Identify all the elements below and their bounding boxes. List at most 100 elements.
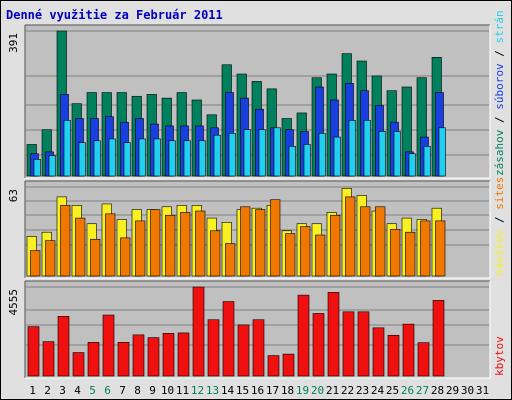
middle-panel-legend-part: návštev bbox=[493, 229, 506, 276]
x-tick-label: 16 bbox=[251, 384, 264, 397]
bar-hits bbox=[333, 136, 341, 177]
x-tick-label: 25 bbox=[386, 384, 399, 397]
x-tick-label: 29 bbox=[446, 384, 459, 397]
top-panel-legend-part: / bbox=[493, 50, 506, 57]
bar-hits bbox=[378, 131, 386, 177]
bar-hits bbox=[258, 129, 266, 177]
x-tick-label: 26 bbox=[401, 384, 414, 397]
bar-sites bbox=[435, 220, 446, 277]
bar-kbytes bbox=[372, 327, 385, 377]
middle-panel-legend: návštev / sites bbox=[493, 177, 506, 276]
bar-hits bbox=[108, 138, 116, 177]
bar-kbytes bbox=[42, 341, 55, 377]
x-tick-label: 3 bbox=[59, 384, 66, 397]
bar-kbytes bbox=[72, 352, 85, 377]
x-tick-label: 27 bbox=[416, 384, 429, 397]
bar-hits bbox=[153, 138, 161, 177]
x-tick-label: 31 bbox=[476, 384, 489, 397]
x-tick-label: 13 bbox=[206, 384, 219, 397]
bar-hits bbox=[213, 134, 221, 177]
bar-kbytes bbox=[87, 341, 100, 377]
bar-kbytes bbox=[237, 324, 250, 377]
bar-hits bbox=[33, 159, 41, 177]
bar-kbytes bbox=[432, 300, 445, 377]
bar-kbytes bbox=[207, 319, 220, 377]
x-tick-label: 23 bbox=[356, 384, 369, 397]
bar-sites bbox=[45, 240, 56, 277]
bar-hits bbox=[198, 140, 206, 177]
x-tick-label: 30 bbox=[461, 384, 474, 397]
bar-sites bbox=[120, 237, 131, 277]
middle-panel-legend-part: / bbox=[493, 216, 506, 223]
bar-kbytes bbox=[327, 292, 340, 377]
bar-kbytes bbox=[342, 311, 355, 377]
bar-hits bbox=[363, 120, 371, 177]
bar-sites bbox=[210, 230, 221, 277]
bar-kbytes bbox=[267, 355, 280, 377]
top-panel-legend-part: súborov bbox=[493, 63, 506, 110]
x-tick-label: 15 bbox=[236, 384, 249, 397]
x-tick-label: 11 bbox=[176, 384, 189, 397]
bar-hits bbox=[288, 146, 296, 177]
bar-sites bbox=[165, 214, 176, 277]
bar-hits bbox=[63, 120, 71, 177]
x-tick-label: 22 bbox=[341, 384, 354, 397]
bar-kbytes bbox=[132, 334, 145, 377]
x-tick-label: 12 bbox=[191, 384, 204, 397]
x-tick-label: 7 bbox=[119, 384, 126, 397]
bar-hits bbox=[243, 129, 251, 177]
bar-kbytes bbox=[102, 314, 115, 377]
bar-sites bbox=[375, 206, 386, 277]
bar-sites bbox=[75, 217, 86, 277]
bar-kbytes bbox=[297, 294, 310, 377]
bottom-panel-max-label: 4555 bbox=[7, 289, 20, 316]
bar-sites bbox=[345, 196, 356, 277]
bar-kbytes bbox=[387, 334, 400, 377]
bar-sites bbox=[420, 220, 431, 277]
top-panel-legend-part: strán bbox=[493, 10, 506, 43]
bar-kbytes bbox=[282, 353, 295, 377]
bar-sites bbox=[240, 206, 251, 277]
bar-hits bbox=[408, 153, 416, 177]
bar-hits bbox=[303, 144, 311, 177]
bar-sites bbox=[315, 234, 326, 277]
bar-hits bbox=[168, 140, 176, 177]
bar-kbytes bbox=[192, 286, 205, 377]
x-tick-label: 18 bbox=[281, 384, 294, 397]
bar-kbytes bbox=[162, 333, 175, 377]
bar-sites bbox=[255, 209, 266, 277]
bar-hits bbox=[183, 140, 191, 177]
bar-hits bbox=[228, 133, 236, 177]
x-tick-label: 17 bbox=[266, 384, 279, 397]
bar-kbytes bbox=[417, 342, 430, 377]
top-panel-legend-part: zásahov bbox=[493, 129, 506, 176]
bar-hits bbox=[138, 138, 146, 177]
top-panel-legend-part: / bbox=[493, 116, 506, 123]
bar-kbytes bbox=[27, 326, 40, 377]
bar-sites bbox=[285, 233, 296, 277]
x-tick-label: 5 bbox=[89, 384, 96, 397]
x-tick-label: 6 bbox=[104, 384, 111, 397]
bar-kbytes bbox=[312, 313, 325, 377]
bar-kbytes bbox=[357, 311, 370, 377]
bar-hits bbox=[273, 127, 281, 177]
bar-sites bbox=[180, 212, 191, 277]
x-tick-label: 28 bbox=[431, 384, 444, 397]
bar-sites bbox=[360, 206, 371, 277]
chart-title: Denné využitie za Február 2011 bbox=[6, 8, 223, 22]
bar-sites bbox=[30, 250, 41, 277]
bar-sites bbox=[405, 231, 416, 277]
top-panel-max-label: 391 bbox=[7, 33, 20, 53]
bar-sites bbox=[90, 238, 101, 277]
bar-sites bbox=[270, 199, 281, 277]
bar-sites bbox=[105, 213, 116, 277]
bar-hits bbox=[48, 155, 56, 177]
x-tick-label: 1 bbox=[29, 384, 36, 397]
bar-sites bbox=[390, 229, 401, 277]
bar-kbytes bbox=[57, 316, 70, 377]
middle-panel-max-label: 63 bbox=[7, 189, 20, 202]
bar-kbytes bbox=[402, 323, 415, 377]
bar-kbytes bbox=[222, 301, 235, 377]
bar-sites bbox=[195, 210, 206, 277]
bar-hits bbox=[93, 140, 101, 177]
